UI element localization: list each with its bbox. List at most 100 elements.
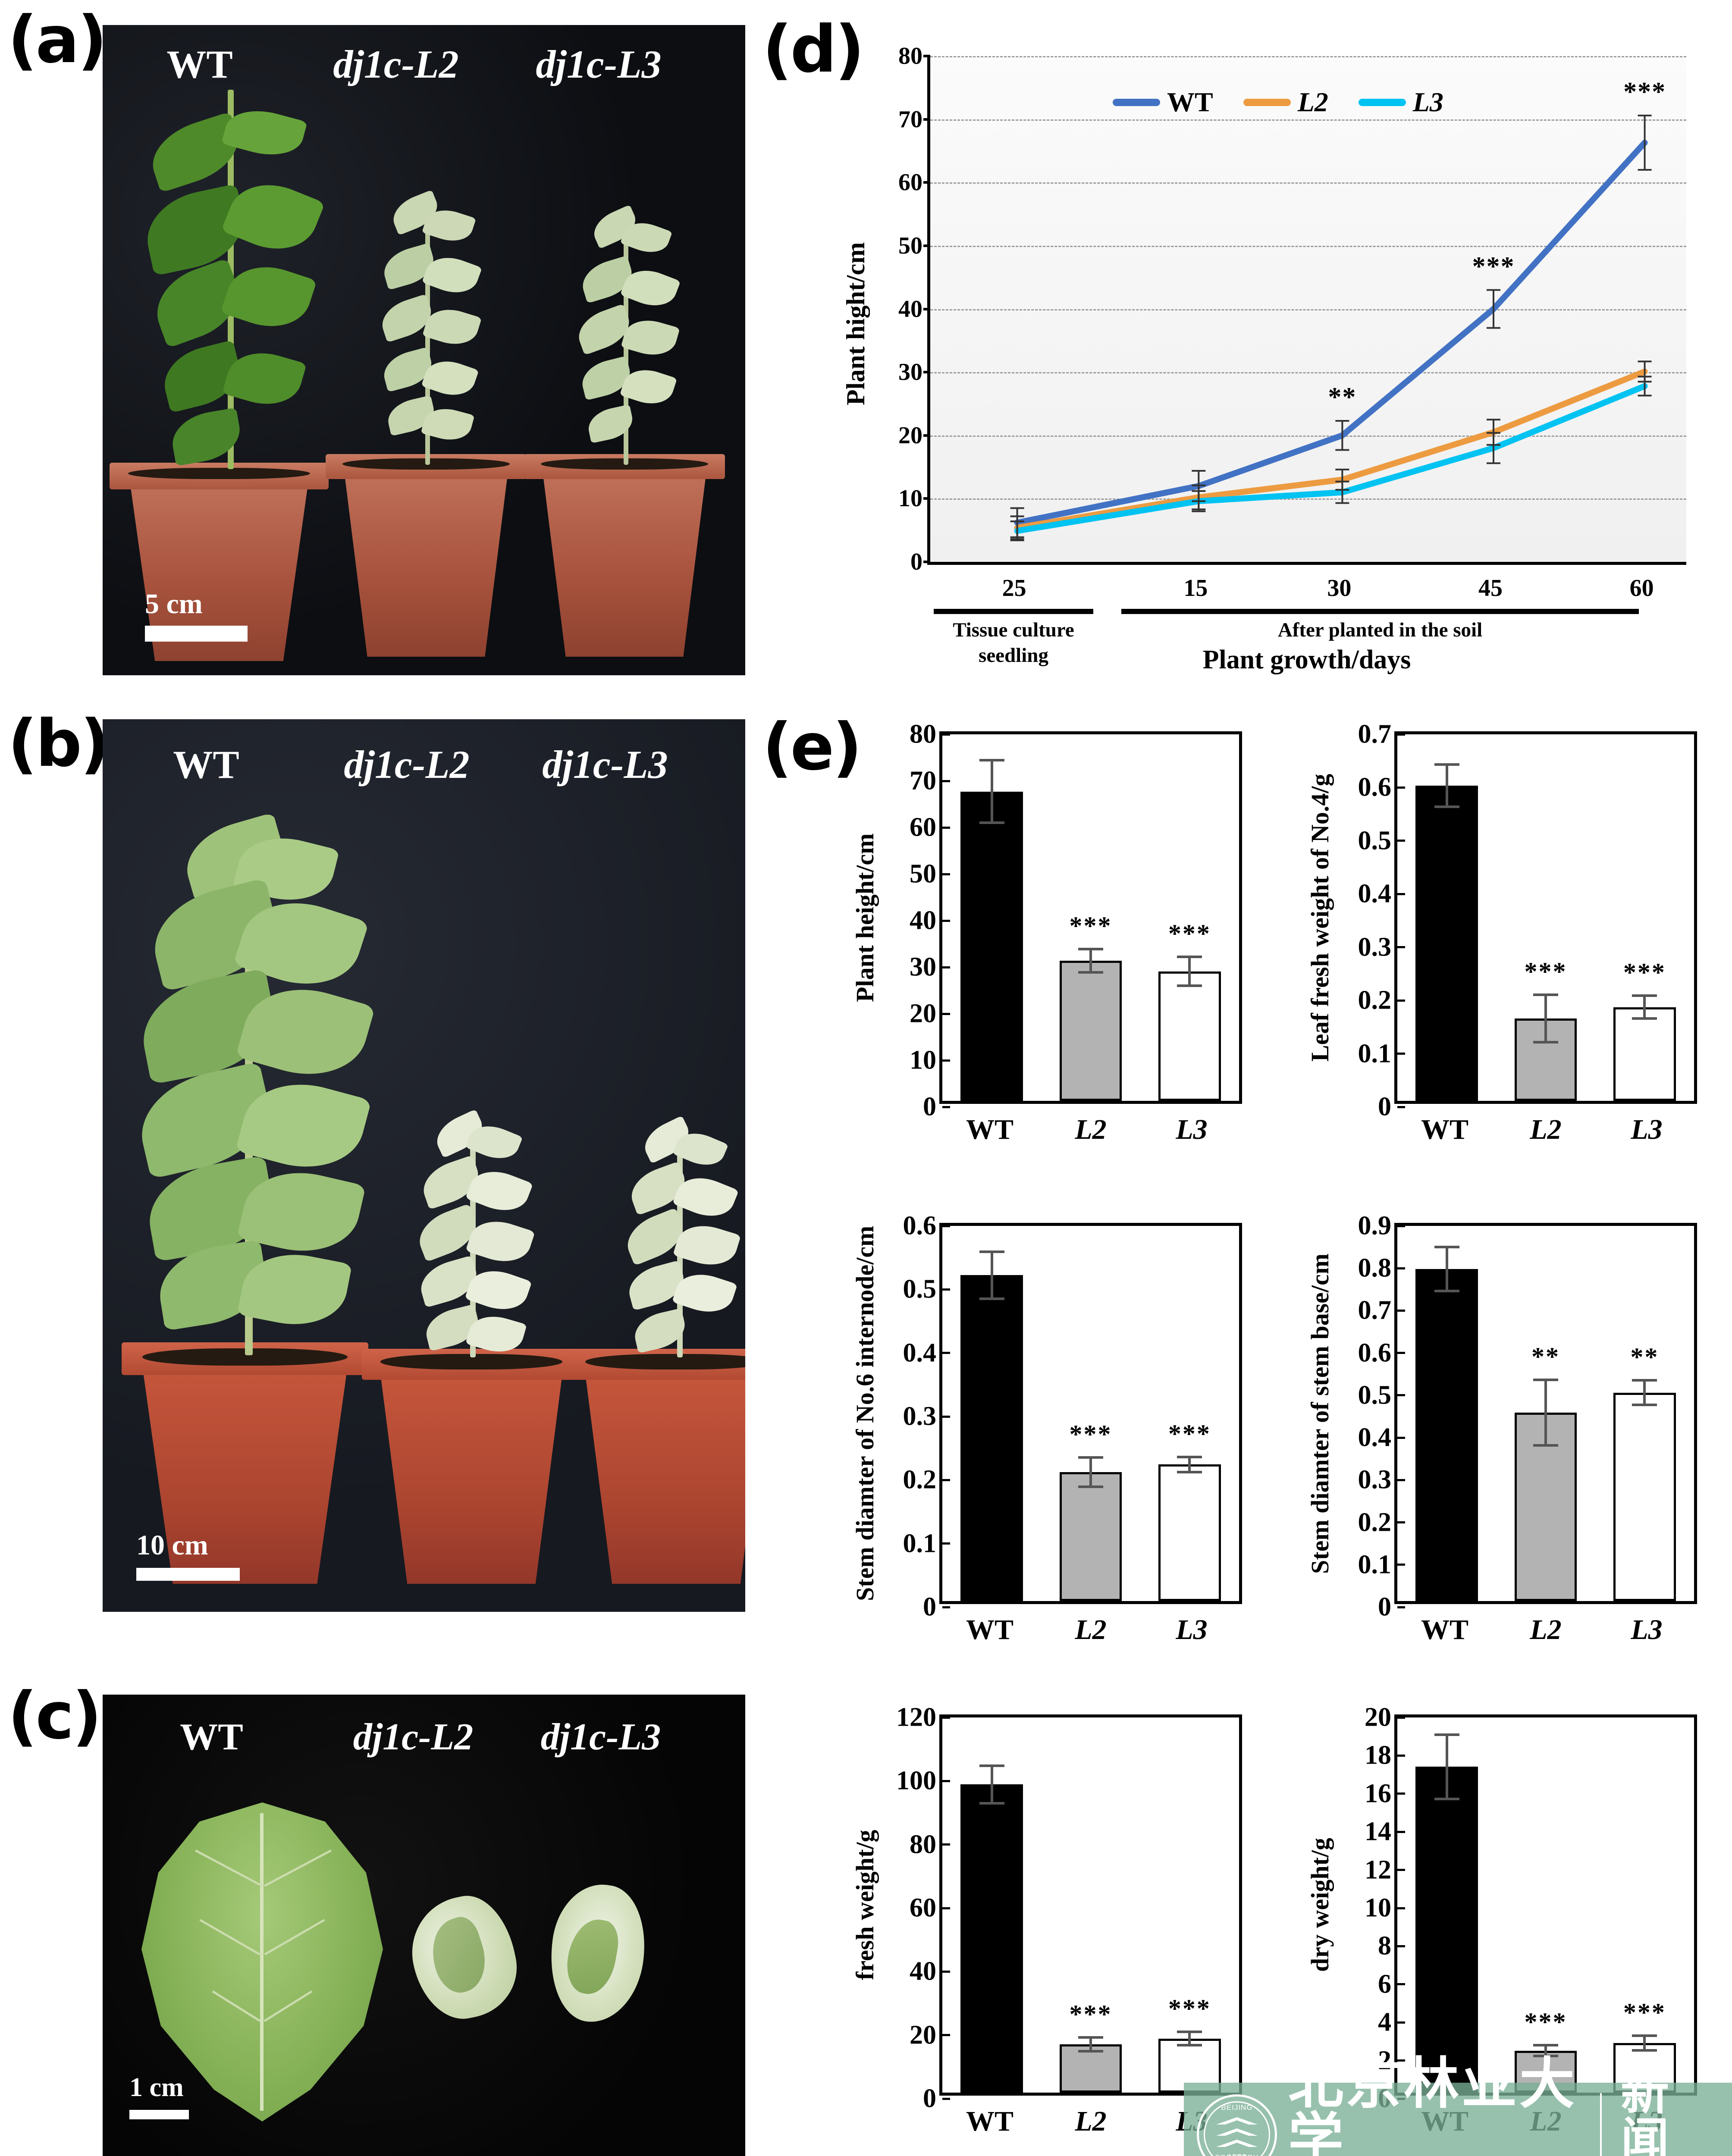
bar-chart-y-tick: 10 bbox=[910, 1045, 950, 1076]
seal-year: 1952 bbox=[1199, 2153, 1275, 2156]
panel-a-label-l3: dj1c-L3 bbox=[536, 42, 662, 86]
grid-line bbox=[930, 245, 1686, 247]
bar-chart-y-tick-mark bbox=[1397, 1606, 1405, 1608]
panel-e-chart-leaf-fresh-weight: Leaf fresh weight of No.4/g *** *** 0 0.1 0.2… bbox=[1300, 720, 1701, 1164]
plant-l2-b bbox=[405, 1109, 543, 1362]
bar-chart-x-label-l2: L2 bbox=[1075, 1614, 1107, 1645]
bar-chart-y-tick-mark bbox=[942, 1907, 950, 1909]
bar-chart-y-tick: 0.1 bbox=[1358, 1038, 1405, 1069]
watermark-news-block: 新闻 NEWS bbox=[1621, 2068, 1719, 2156]
bar-significance-marker: *** bbox=[1524, 957, 1567, 986]
bar-chart-x-label-l3: L3 bbox=[1631, 1114, 1663, 1145]
bar-chart-y-tick: 4 bbox=[1378, 2007, 1405, 2038]
bar-chart-y-tick-mark bbox=[942, 733, 950, 736]
bar-chart-y-tick: 10 bbox=[1365, 1893, 1405, 1924]
bar-chart-y-tick: 40 bbox=[910, 1956, 950, 1987]
bar-chart-y-tick-mark bbox=[942, 780, 950, 782]
bar-column: *** bbox=[1514, 1717, 1577, 2093]
bar-chart-y-tick-mark bbox=[1397, 946, 1405, 949]
bar-column: *** bbox=[1613, 734, 1676, 1101]
bar-column bbox=[1415, 1717, 1478, 2093]
bar-chart-y-tick-mark bbox=[1397, 2021, 1405, 2024]
panel-d-y-tick: 80 bbox=[898, 43, 922, 69]
panel-e-chart-fresh-weight: fresh weight/g******020406080100120WTL2L… bbox=[845, 1703, 1246, 2156]
watermark-banner: BEIJING FORESTRY UNIVERSITY 1952 北京林业大学 … bbox=[1184, 2056, 1732, 2156]
bar-chart-y-tick: 20 bbox=[910, 999, 950, 1029]
bar-column bbox=[960, 1226, 1023, 1601]
legend-item-l2: L2 bbox=[1243, 86, 1328, 118]
seal-ring-bottom: FORESTRY UNIVERSITY bbox=[1199, 2153, 1275, 2156]
bar-chart-y-tick: 6 bbox=[1378, 1969, 1405, 1999]
bar-chart-y-tick-mark bbox=[1397, 1907, 1405, 1909]
bar-chart-y-axis-title: fresh weight/g bbox=[851, 1830, 879, 1981]
bar-chart-y-tick-mark bbox=[942, 1716, 950, 1719]
bar-chart-y-tick: 0.8 bbox=[1358, 1253, 1405, 1284]
panel-d-significance-marker: *** bbox=[1623, 77, 1666, 107]
bar-chart-y-axis-title: Stem diamter of No.6 internode/cm bbox=[851, 1225, 879, 1601]
bar-column bbox=[960, 1717, 1023, 2093]
bar-l3 bbox=[1613, 1007, 1676, 1101]
panel-d-y-tick: 30 bbox=[898, 359, 922, 386]
bar-chart-y-tick: 70 bbox=[910, 766, 950, 796]
bar-column bbox=[1415, 734, 1478, 1101]
panel-b-label-l3: dj1c-L3 bbox=[542, 743, 668, 787]
bar-chart-y-tick-mark bbox=[942, 1542, 950, 1545]
bar-column: *** bbox=[1059, 734, 1122, 1101]
bar-chart-plot-area: ** ** 0 0.1 0.2 0.3 0.4 0.5 0.6 0.7 0.8 0.9 bbox=[1358, 1211, 1697, 1622]
panel-d-error-bar bbox=[1486, 432, 1500, 464]
bar-column: *** bbox=[1613, 1717, 1676, 2093]
bar-chart-y-tick-mark bbox=[942, 1288, 950, 1291]
panel-c-scalebar: 1 cm bbox=[129, 2072, 189, 2119]
pot-l3-b bbox=[566, 1349, 745, 1584]
panel-d-error-bar bbox=[1638, 376, 1652, 397]
bar-chart-y-tick: 0 bbox=[923, 2084, 950, 2114]
bar-chart-y-tick: 40 bbox=[910, 906, 950, 936]
panel-b-letter: (b) bbox=[8, 706, 110, 781]
bar-chart-y-tick-mark bbox=[1397, 1479, 1405, 1481]
panel-d-y-tick-mark bbox=[923, 371, 930, 374]
bar-chart-y-tick: 80 bbox=[910, 1829, 950, 1860]
panel-d-y-tick-mark bbox=[923, 181, 930, 184]
bar-chart-y-tick-mark bbox=[942, 873, 950, 875]
bar-significance-marker: *** bbox=[1524, 2008, 1567, 2037]
bar-column: *** bbox=[1158, 734, 1221, 1101]
bar-chart-y-tick: 50 bbox=[910, 859, 950, 890]
bar-chart-y-tick: 0.7 bbox=[1358, 719, 1405, 750]
bar-error-bar bbox=[990, 1764, 993, 1805]
bar-chart-y-tick-mark bbox=[1397, 1830, 1405, 1833]
bar-l2 bbox=[1059, 1472, 1122, 1601]
bar-chart-y-tick: 0.1 bbox=[1358, 1549, 1405, 1580]
bar-chart-y-tick-mark bbox=[942, 919, 950, 922]
bar-chart-plot-area: *** *** 0 10 20 30 40 50 60 70 80 bbox=[910, 720, 1242, 1122]
soil bbox=[128, 468, 311, 479]
university-seal-icon: BEIJING FORESTRY UNIVERSITY 1952 bbox=[1197, 2094, 1277, 2156]
panel-e-chart-stem-diameter-internode: Stem diamter of No.6 internode/cm *** *** 0… bbox=[845, 1211, 1246, 1664]
plant-wt-a bbox=[139, 85, 325, 473]
legend-item-wt: WT bbox=[1113, 86, 1213, 118]
leaf bbox=[621, 314, 680, 361]
bar-chart-y-tick: 0 bbox=[923, 1592, 950, 1623]
bar-chart-x-label-l2: L2 bbox=[1530, 1114, 1562, 1145]
panel-d-y-tick-mark bbox=[923, 307, 930, 310]
bar-error-bar bbox=[1089, 2036, 1092, 2053]
bar-chart-y-tick: 0.6 bbox=[1358, 772, 1405, 803]
bar-chart-y-tick: 120 bbox=[896, 1702, 950, 1733]
bar-chart-y-tick-mark bbox=[942, 2034, 950, 2037]
bar-chart-y-tick-mark bbox=[1397, 1792, 1405, 1795]
plant-wt-b bbox=[129, 812, 376, 1360]
panel-d-y-tick-mark bbox=[923, 497, 930, 500]
panel-d-group-bar-tissue bbox=[934, 609, 1093, 614]
bar-chart-y-tick-mark bbox=[942, 2097, 950, 2100]
bar-significance-marker: ** bbox=[1531, 1342, 1560, 1371]
panel-c-letter: (c) bbox=[8, 1679, 102, 1754]
bar-chart-y-tick: 0.3 bbox=[1358, 932, 1405, 962]
panel-d-x-tick: 15 bbox=[1183, 575, 1208, 602]
bar-chart-y-tick-mark bbox=[942, 1415, 950, 1418]
bar-chart-y-tick-mark bbox=[1397, 1716, 1405, 1719]
pot-l2-a bbox=[325, 454, 527, 657]
panel-c-labels: WT dj1c-L2 dj1c-L3 bbox=[103, 1715, 745, 1759]
panel-d-y-tick-mark bbox=[923, 55, 930, 57]
panel-d-x-tick: 45 bbox=[1478, 575, 1503, 602]
bar-column: *** bbox=[1158, 1717, 1221, 2093]
panel-d-y-tick: 70 bbox=[898, 106, 922, 133]
